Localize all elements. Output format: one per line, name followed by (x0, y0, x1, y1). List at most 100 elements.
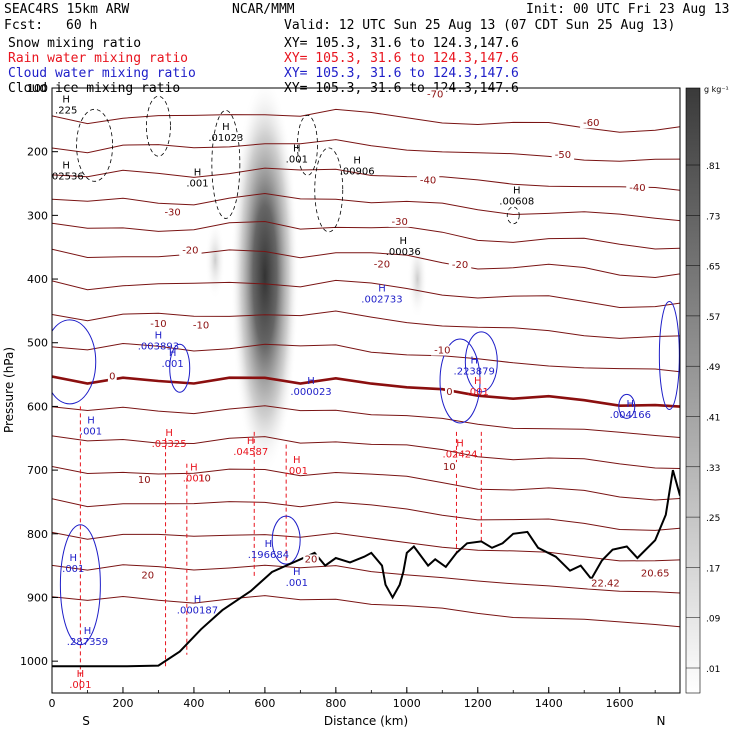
isotherm-line-3 (52, 192, 680, 222)
extremum-label: .001 (467, 387, 489, 398)
extremum-label: .000187 (177, 605, 218, 616)
colorbar: g kg⁻¹ .81 .73 .65 .57 .49 .41 .33 .25 .17 .09 .01 (685, 85, 729, 694)
extremum-high-marker: H (293, 567, 301, 578)
isotherm-label-bg (551, 150, 575, 161)
extremum-high-marker: H (77, 669, 85, 680)
extremum-label: .00906 (340, 167, 375, 178)
x-tick-label: 1400 (535, 697, 563, 710)
isotherm-label-bg (196, 473, 213, 484)
x-axis-title: Distance (km) (324, 714, 408, 728)
extremum-high-marker: H (155, 331, 163, 342)
x-tick-label: 0 (49, 697, 56, 710)
isotherm-label-bg (147, 318, 170, 329)
extremum-label: .001 (69, 680, 91, 691)
isotherm-label: 0 (446, 387, 452, 398)
colorbar-tick-label: .73 (706, 212, 720, 222)
extremum-high-marker: H (62, 94, 70, 105)
isotherm-line-7 (52, 310, 680, 339)
cloud-water-contour-7 (618, 393, 636, 419)
cloud-water-contour-4 (439, 338, 481, 424)
isotherm-label: 10 (198, 474, 211, 485)
y-tick-label: 700 (27, 464, 48, 477)
init-time: Init: 00 UTC Fri 23 Aug 13 (526, 2, 730, 17)
extremum-label: .003893 (138, 342, 179, 353)
colorbar-tick-label: .81 (706, 162, 720, 172)
field-xy-cloud-water: XY= 105.3, 31.6 to 124.3,147.6 (284, 66, 519, 81)
extremum-label: .001 (286, 155, 308, 166)
isotherm-label: 20 (305, 554, 318, 565)
snow-contour-5 (506, 206, 520, 225)
isotherm-label-bg (388, 216, 411, 227)
extremum-high-marker: H (474, 376, 482, 387)
forecast-hour: 60 h (66, 18, 98, 33)
isotherm-line-6 (52, 279, 680, 309)
cloud-water-contour-1 (59, 524, 101, 646)
field-label-snow: Snow mixing ratio (8, 36, 142, 51)
isotherm-label: 20 (141, 570, 154, 581)
extremum-label: .01023 (208, 133, 243, 144)
center-title: NCAR/MMM (232, 2, 295, 17)
cloud-ice-shading-2 (407, 239, 428, 320)
y-tick-label: 500 (27, 337, 48, 350)
isotherm-line-12 (52, 498, 680, 531)
isotherm-line-13 (52, 531, 680, 562)
cloud-water-contour-0 (52, 319, 97, 405)
y-axis-title: Pressure (hPa) (2, 347, 16, 433)
colorbar-ramp (685, 87, 701, 694)
isotherm-label-bg (448, 260, 472, 271)
isotherm-label: 0 (109, 372, 115, 383)
extremum-label: .196684 (248, 550, 289, 561)
cloud-water-contour-5 (464, 331, 498, 393)
cloud-water-contour-2 (169, 343, 191, 393)
terrain-line (52, 469, 680, 668)
model-title: SEAC4RS 15km ARW (4, 2, 130, 17)
extremum-label: .287359 (67, 637, 108, 648)
isotherm-label: -50 (555, 150, 571, 161)
isotherm-label: -20 (452, 260, 468, 271)
extremum-high-marker: H (84, 626, 92, 637)
freezing-level-line (52, 375, 680, 408)
extremum-label: .001 (80, 426, 102, 437)
isotherm-label-bg (370, 259, 394, 270)
isotherm-label-bg (423, 89, 447, 100)
y-tick-label: 800 (27, 528, 48, 541)
extremum-high-marker: H (353, 156, 361, 167)
isotherm-line-14 (52, 564, 680, 594)
isotherm-label-bg (441, 462, 458, 473)
isotherm-label-bg (580, 118, 603, 129)
isotherm-label: 10 (138, 475, 151, 486)
plot-frame (51, 87, 681, 694)
extremum-label: .223879 (454, 367, 495, 378)
isotherm-line-5 (52, 248, 680, 279)
extremum-label: .001 (186, 179, 208, 190)
extremum-high-marker: H (265, 539, 273, 550)
isotherm-label-bg (179, 245, 202, 256)
isotherm-label-bg (444, 386, 454, 397)
x-tick-label: 1000 (393, 697, 421, 710)
y-tick-label: 900 (27, 591, 48, 604)
colorbar-tick-label: .17 (706, 564, 720, 574)
field-xy-rain: XY= 105.3, 31.6 to 124.3,147.6 (284, 51, 519, 66)
isotherm-line-10 (52, 435, 680, 469)
isotherm-label: -30 (392, 217, 408, 228)
cloud-water-contour-6 (658, 300, 680, 410)
isotherm-line-8 (52, 342, 680, 373)
extremum-label: .001 (286, 578, 308, 589)
snow-contour-2 (211, 110, 241, 219)
colorbar-tick-label: .57 (706, 313, 720, 323)
isotherm-label-bg (136, 474, 153, 485)
extremum-high-marker: H (194, 168, 202, 179)
colorbar-tick-label: .65 (706, 263, 720, 273)
x-tick-label: 600 (254, 697, 275, 710)
x-tick-label: 400 (183, 697, 204, 710)
y-tick-label: 200 (27, 146, 48, 159)
isotherm-label-bg (637, 568, 674, 579)
extremum-high-marker: H (87, 415, 95, 426)
field-label-cloud-water: Cloud water mixing ratio (8, 66, 196, 81)
isotherm-label: -10 (193, 321, 209, 332)
isotherm-label: 22.42 (591, 579, 620, 590)
extremum-high-marker: H (470, 356, 478, 367)
extremum-label: .03325 (152, 439, 187, 450)
cloud-ice-shading-1 (205, 219, 226, 300)
